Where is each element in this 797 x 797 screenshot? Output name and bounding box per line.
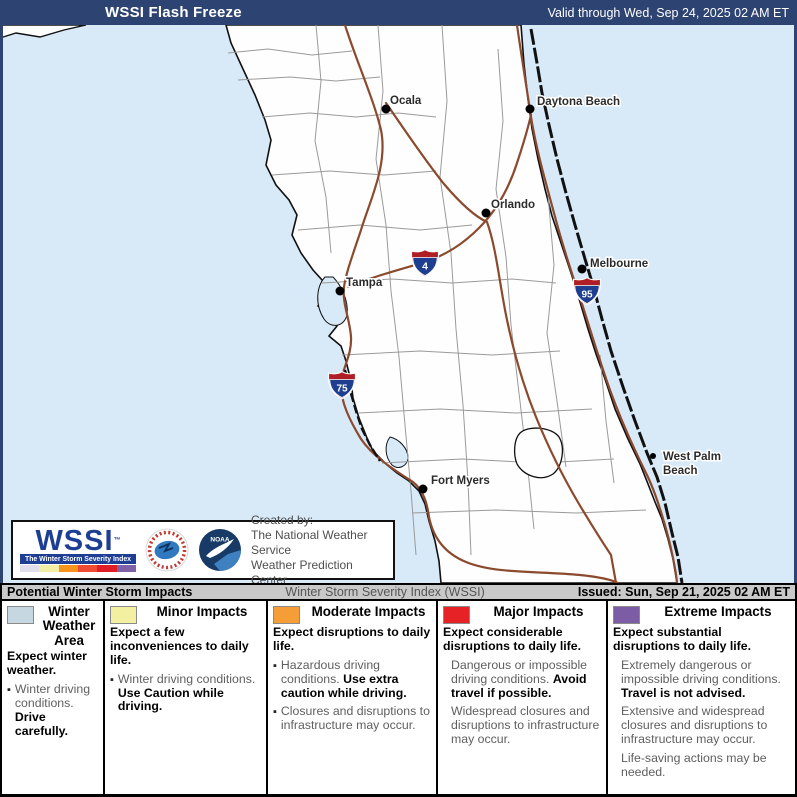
legend-item: Dangerous or impossible driving conditio… — [451, 657, 588, 700]
interstate-95-road — [515, 25, 679, 583]
legend-title: Major Impacts — [493, 604, 584, 619]
orlando-dot — [481, 208, 491, 218]
city-label-west-palm-line1: West Palm — [663, 451, 721, 463]
melbourne-dot — [577, 264, 587, 274]
daytona-beach-dot — [525, 104, 535, 114]
interstate-75-road — [339, 25, 620, 583]
city-label-daytona-beach: Daytona Beach — [537, 96, 620, 108]
major-impacts-swatch — [443, 606, 470, 624]
created-by-text: Created by: The National Weather Service… — [251, 513, 386, 584]
interstate-75-shield: 75 — [327, 371, 357, 400]
wssi-tagline: The Winter Storm Severity Index — [20, 554, 136, 564]
wssi-severity-color-strip — [20, 565, 136, 572]
city-label-west-palm-line2: Beach — [663, 465, 698, 477]
title-bar: WSSI Flash Freeze Valid through Wed, Sep… — [0, 0, 797, 25]
turnpike-road — [384, 101, 618, 583]
legend-item: ▪ Winter driving conditions. Drive caref… — [7, 682, 91, 738]
legend-lead: Expect considerable disruptions to daily… — [443, 625, 582, 653]
impacts-legend: Winter Weather Area Expect winter weathe… — [0, 601, 797, 797]
trademark-symbol: ™ — [113, 537, 121, 544]
valid-through-text: Valid through Wed, Sep 24, 2025 02 AM ET — [547, 5, 789, 20]
legend-lead: Expect disruptions to daily life. — [273, 625, 431, 653]
city-label-fort-myers: Fort Myers — [431, 475, 490, 487]
legend-col-moderate: Moderate Impacts Expect disruptions to d… — [268, 601, 438, 794]
legend-item: Widespread closures and disruptions to i… — [451, 704, 600, 747]
legend-item: ▪ Hazardous driving conditions. Use extr… — [273, 657, 407, 700]
lake-okeechobee — [513, 427, 564, 479]
map-area: 4 95 75 — [0, 25, 797, 583]
legend-col-minor: Minor Impacts Expect a few inconvenience… — [105, 601, 268, 794]
florida-map: 4 95 75 — [3, 25, 794, 583]
legend-title: Winter Weather Area — [42, 604, 96, 648]
legend-col-major: Major Impacts Expect considerable disrup… — [438, 601, 608, 794]
nws-logo-icon — [145, 528, 189, 572]
interstate-4-road — [346, 113, 533, 289]
big-bend-coast — [3, 25, 87, 38]
minor-impacts-swatch — [110, 606, 137, 624]
legend-col-extreme: Extreme Impacts Expect substantial disru… — [608, 601, 795, 794]
ocala-dot — [381, 104, 391, 114]
city-label-ocala: Ocala — [390, 95, 422, 107]
legend-lead: Expect winter weather. — [7, 649, 87, 678]
legend-item: Extensive and widespread closures and di… — [621, 704, 768, 747]
wssi-wordmark: WSSI™ — [35, 525, 121, 557]
attribution-box: WSSI™ The Winter Storm Severity Index NO… — [11, 513, 395, 583]
bullet-icon: ▪ — [7, 684, 11, 697]
city-label-melbourne: Melbourne — [590, 258, 648, 270]
winter-weather-swatch — [7, 606, 34, 624]
county-boundaries — [227, 25, 647, 556]
interstate-95-shield: 95 — [572, 277, 602, 306]
page-title: WSSI Flash Freeze — [105, 4, 242, 21]
legend-item: Extremely dangerous or impossible drivin… — [621, 657, 781, 700]
shield-number: 75 — [336, 384, 348, 395]
bullet-icon: ▪ — [273, 659, 277, 672]
moderate-impacts-swatch — [273, 606, 300, 624]
impacts-bar-title: Potential Winter Storm Impacts — [7, 585, 193, 599]
atlantic-barrier-islands — [529, 28, 684, 583]
shield-number: 4 — [422, 261, 428, 273]
created-by-line1: Created by: — [251, 512, 314, 527]
tampa-dot — [335, 286, 345, 296]
legend-title: Minor Impacts — [156, 604, 248, 619]
noaa-logo-icon: NOAA — [199, 529, 241, 571]
city-label-orlando: Orlando — [491, 199, 535, 211]
city-label-tampa: Tampa — [346, 277, 383, 289]
issued-bar: Potential Winter Storm Impacts Winter St… — [0, 583, 797, 601]
created-by-line3: Weather Prediction Center — [251, 557, 353, 584]
legend-item: ▪ Winter driving conditions. Use Caution… — [110, 671, 256, 714]
created-by-line2: The National Weather Service — [251, 527, 368, 557]
legend-lead: Expect substantial disruptions to daily … — [613, 625, 752, 653]
charlotte-harbor — [385, 436, 409, 468]
wssi-index-label: Winter Storm Severity Index (WSSI) — [285, 585, 485, 599]
legend-title: Extreme Impacts — [664, 604, 772, 619]
issued-timestamp: Issued: Sun, Sep 21, 2025 02 AM ET — [577, 585, 790, 599]
noaa-text: NOAA — [210, 537, 229, 544]
extreme-impacts-swatch — [613, 606, 640, 624]
legend-lead: Expect a few inconveniences to daily lif… — [110, 625, 249, 667]
legend-item: Life-saving actions may be needed. — [621, 751, 767, 780]
legend-col-winter-weather: Winter Weather Area Expect winter weathe… — [2, 601, 105, 794]
shield-number: 95 — [581, 290, 593, 301]
city-dots — [335, 104, 656, 494]
highway-roads — [339, 25, 679, 583]
fort-myers-dot — [418, 484, 428, 494]
legend-title: Moderate Impacts — [311, 604, 426, 619]
bullet-icon: ▪ — [110, 673, 114, 686]
interstate-4-shield: 4 — [410, 249, 440, 278]
bullet-icon: ▪ — [273, 706, 277, 719]
legend-item: ▪ Closures and disruptions to infrastruc… — [273, 704, 430, 733]
wssi-logo: WSSI™ The Winter Storm Severity Index — [20, 525, 136, 572]
west-palm-beach-dot — [650, 453, 656, 459]
